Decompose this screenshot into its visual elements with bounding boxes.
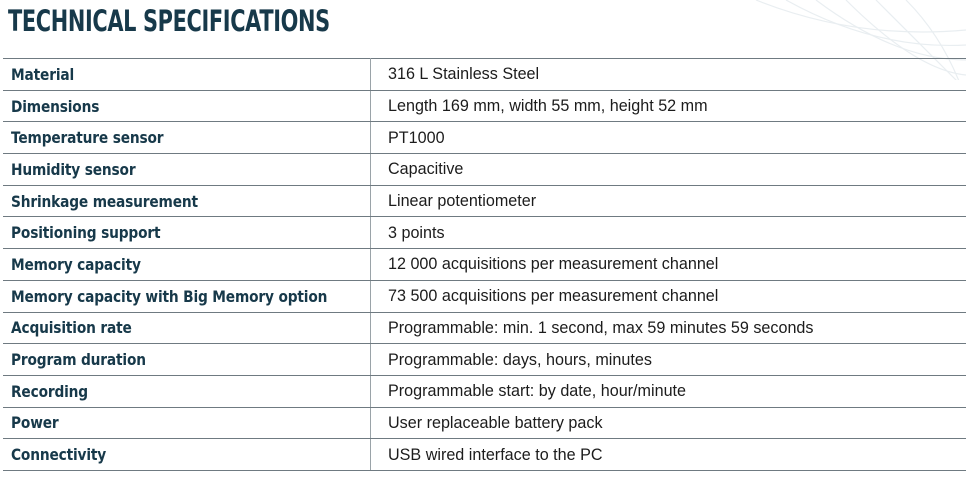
table-row: Connectivity USB wired interface to the …	[3, 438, 966, 471]
table-row: Material 316 L Stainless Steel	[3, 58, 966, 91]
spec-value: PT1000	[370, 121, 966, 155]
spec-label: Humidity sensor	[3, 153, 371, 186]
spec-value-text: Programmable: min. 1 second, max 59 minu…	[388, 317, 814, 337]
spec-value: Programmable start: by date, hour/minute	[370, 375, 966, 408]
spec-label-text: Temperature sensor	[11, 128, 164, 148]
table-row: Temperature sensor PT1000	[3, 121, 966, 155]
spec-label: Shrinkage measurement	[3, 185, 371, 218]
spec-label-text: Connectivity	[11, 445, 107, 465]
spec-value-text: 12 000 acquisitions per measurement chan…	[388, 254, 719, 274]
spec-value-text: Length 169 mm, width 55 mm, height 52 mm	[388, 96, 708, 116]
table-row: Memory capacity 12 000 acquisitions per …	[3, 248, 966, 281]
spec-label: Memory capacity with Big Memory option	[3, 280, 371, 313]
spec-label-text: Shrinkage measurement	[11, 191, 198, 211]
table-row: Humidity sensor Capacitive	[3, 153, 966, 186]
spec-label: Dimensions	[3, 90, 371, 123]
spec-value-text: 73 500 acquisitions per measurement chan…	[388, 286, 719, 306]
spec-value: 316 L Stainless Steel	[370, 58, 966, 91]
spec-label-text: Positioning support	[11, 223, 161, 243]
spec-label-text: Dimensions	[11, 96, 100, 116]
spec-value: Programmable: days, hours, minutes	[370, 343, 966, 376]
spec-value-text: PT1000	[388, 127, 445, 147]
spec-value: Length 169 mm, width 55 mm, height 52 mm	[370, 90, 966, 123]
spec-label: Positioning support	[3, 216, 371, 250]
spec-value-text: Programmable: days, hours, minutes	[388, 349, 652, 369]
spec-value-text: Linear potentiometer	[388, 191, 537, 211]
spec-label: Acquisition rate	[3, 312, 371, 345]
spec-label: Connectivity	[3, 438, 371, 471]
spec-value: 3 points	[370, 216, 966, 250]
spec-label: Memory capacity	[3, 248, 371, 281]
spec-label-text: Memory capacity	[11, 254, 141, 274]
spec-label: Program duration	[3, 343, 371, 376]
spec-value-text: 3 points	[388, 222, 445, 242]
spec-value-text: Capacitive	[388, 159, 464, 179]
spec-label-text: Program duration	[11, 350, 146, 370]
table-row: Program duration Programmable: days, hou…	[3, 343, 966, 376]
spec-value: Capacitive	[370, 153, 966, 186]
spec-value: 12 000 acquisitions per measurement chan…	[370, 248, 966, 281]
spec-label-text: Recording	[11, 381, 88, 401]
spec-label-text: Power	[11, 413, 59, 433]
spec-label: Temperature sensor	[3, 121, 371, 155]
table-row: Recording Programmable start: by date, h…	[3, 375, 966, 408]
spec-value: User replaceable battery pack	[370, 407, 966, 440]
spec-value-text: 316 L Stainless Steel	[388, 64, 540, 84]
spec-value-text: Programmable start: by date, hour/minute	[388, 381, 687, 401]
spec-label-text: Material	[11, 64, 75, 84]
specifications-table: Material 316 L Stainless Steel Dimension…	[3, 58, 966, 471]
table-row: Dimensions Length 169 mm, width 55 mm, h…	[3, 90, 966, 123]
spec-value: 73 500 acquisitions per measurement chan…	[370, 280, 966, 313]
spec-value-text: User replaceable battery pack	[388, 412, 603, 432]
table-row: Memory capacity with Big Memory option 7…	[3, 280, 966, 313]
spec-label: Power	[3, 407, 371, 440]
spec-label-text: Memory capacity with Big Memory option	[11, 286, 328, 306]
spec-label-text: Acquisition rate	[11, 318, 132, 338]
spec-label: Recording	[3, 375, 371, 408]
spec-label-text: Humidity sensor	[11, 159, 136, 179]
decorative-curves	[755, 0, 966, 80]
spec-label: Material	[3, 58, 371, 91]
spec-value: Programmable: min. 1 second, max 59 minu…	[370, 312, 966, 345]
page-title: TECHNICAL SPECIFICATIONS	[8, 4, 330, 38]
table-row: Positioning support 3 points	[3, 216, 966, 250]
table-row: Acquisition rate Programmable: min. 1 se…	[3, 312, 966, 345]
spec-value-text: USB wired interface to the PC	[388, 444, 603, 464]
table-row: Shrinkage measurement Linear potentiomet…	[3, 185, 966, 218]
spec-value: Linear potentiometer	[370, 185, 966, 218]
table-row: Power User replaceable battery pack	[3, 407, 966, 440]
spec-value: USB wired interface to the PC	[370, 438, 966, 471]
